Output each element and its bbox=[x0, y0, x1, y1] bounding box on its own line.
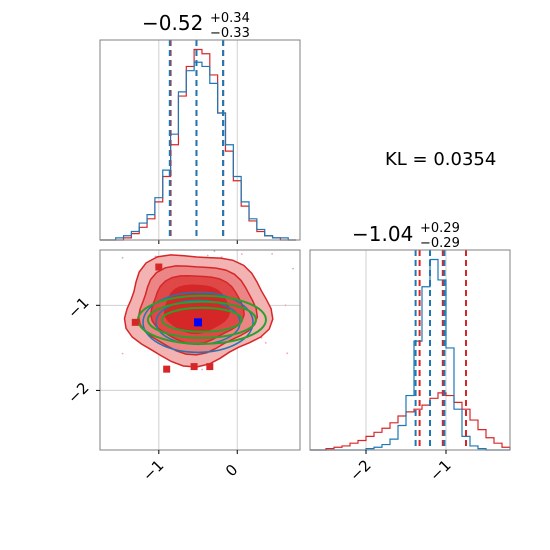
red-outlier-1 bbox=[206, 363, 214, 371]
joint-y-tick-label-0: −1 bbox=[64, 294, 92, 322]
panel-1-frame bbox=[99, 39, 301, 241]
scatter-point bbox=[292, 267, 294, 270]
scatter-point bbox=[286, 352, 289, 355]
green-contour-1 bbox=[146, 300, 257, 339]
panel-3-frame bbox=[309, 249, 511, 451]
scatter-point bbox=[271, 252, 274, 255]
panel-marginal-2: −2 −1 −1.04 +0.29 −0.29 bbox=[309, 221, 511, 485]
joint-y-tick-label-1: −2 bbox=[64, 379, 92, 407]
hist-red-series bbox=[310, 392, 511, 451]
panel-1-title-main: −0.52 bbox=[142, 11, 203, 35]
joint-x-tick-label-1: 0 bbox=[222, 461, 241, 480]
x-tick-label-1: −1 bbox=[426, 456, 454, 484]
panel-3-ticks: −2 −1 bbox=[346, 450, 455, 485]
joint-x-tick-label-0: −1 bbox=[139, 456, 167, 484]
x-tick-label-0: −2 bbox=[346, 456, 374, 484]
scatter-point bbox=[121, 352, 124, 355]
panel-1-title-sup: +0.34 bbox=[210, 11, 250, 26]
scatter-point bbox=[284, 304, 287, 307]
panel-3-title-sub: −0.29 bbox=[420, 236, 460, 251]
panel-2-contours bbox=[121, 250, 294, 373]
scatter-point bbox=[213, 250, 216, 253]
blue-contour-0 bbox=[142, 291, 254, 354]
panel-marginal-1: −0.52 +0.34 −0.33 bbox=[99, 11, 301, 244]
kl-annotation: KL = 0.0354 bbox=[385, 149, 496, 170]
panel-1-grid bbox=[158, 40, 238, 244]
hist-blue-series bbox=[100, 61, 297, 241]
red-outlier-2 bbox=[190, 363, 198, 371]
hist-blue-series bbox=[310, 258, 510, 451]
scatter-point bbox=[201, 368, 203, 371]
red-outlier-3 bbox=[163, 365, 171, 373]
panel-1-histograms bbox=[100, 48, 297, 241]
red-outlier-0 bbox=[155, 263, 163, 271]
panel-1-title-sub: −0.33 bbox=[210, 26, 250, 41]
green-contour-2 bbox=[160, 306, 243, 333]
scatter-point bbox=[264, 341, 267, 344]
scatter-point bbox=[121, 256, 124, 259]
hist-red-series bbox=[100, 48, 297, 241]
panel-3-title-sup: +0.29 bbox=[420, 221, 460, 236]
panel-joint: −1 0 −1 −2 bbox=[64, 249, 301, 485]
panel-3-title-main: −1.04 bbox=[352, 222, 413, 246]
panel-1-quantile-lines bbox=[168, 40, 225, 240]
red-outlier-4 bbox=[131, 318, 139, 326]
truth-marker bbox=[194, 318, 203, 327]
panel-2-frame bbox=[99, 249, 301, 451]
scatter-point bbox=[206, 254, 209, 257]
panel-3-histograms bbox=[310, 258, 511, 451]
panel-3-quantile-lines bbox=[414, 250, 467, 450]
scatter-point bbox=[240, 253, 243, 255]
